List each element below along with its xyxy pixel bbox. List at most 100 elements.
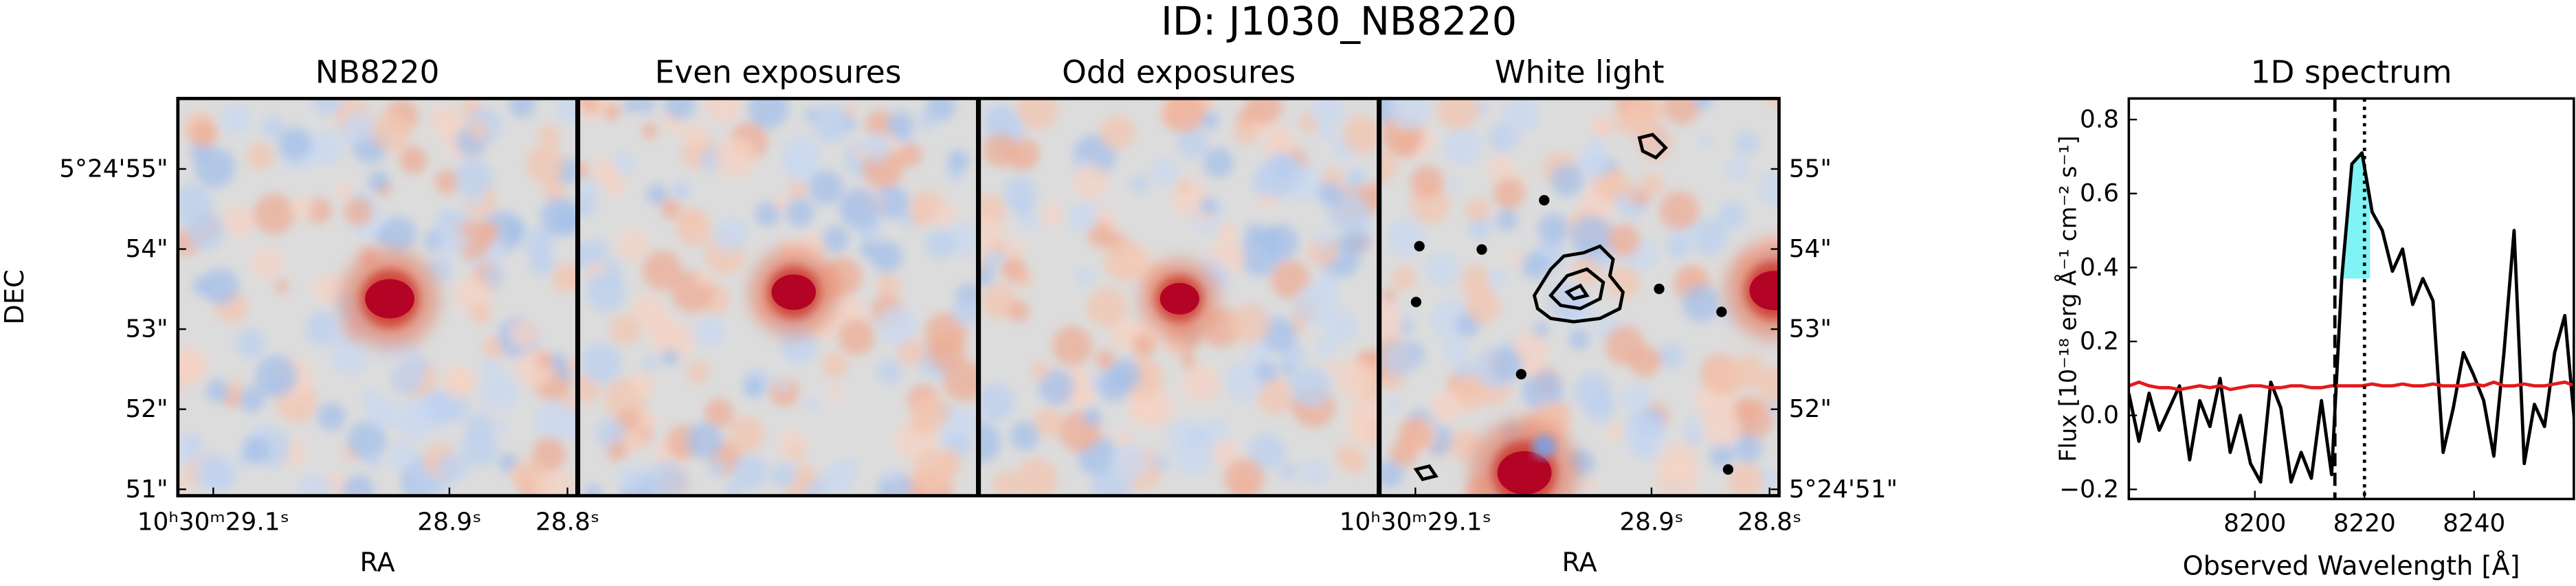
noise-blob <box>712 218 747 253</box>
noise-blob <box>1389 98 1430 131</box>
series-line <box>2129 380 2574 392</box>
noise-blob <box>238 386 265 412</box>
series-line <box>2129 151 2574 484</box>
noise-blob <box>504 218 526 240</box>
noise-blob <box>1446 178 1460 192</box>
contour-dot <box>1515 369 1526 380</box>
noise-blob <box>979 383 1014 421</box>
noise-blob <box>630 372 656 398</box>
noise-blob <box>269 376 284 391</box>
noise-blob <box>645 314 676 345</box>
noise-blob <box>364 451 381 468</box>
noise-blob <box>275 279 289 293</box>
noise-blob <box>822 225 850 253</box>
noise-blob <box>1658 343 1685 370</box>
noise-blob <box>586 271 626 312</box>
noise-blob <box>925 229 955 260</box>
noise-blob <box>863 131 893 162</box>
noise-blob <box>1381 289 1397 303</box>
noise-blob <box>1326 311 1358 342</box>
noise-blob <box>1496 209 1518 232</box>
noise-blob <box>509 459 540 489</box>
source-core <box>1749 271 1779 311</box>
contour-dot <box>1722 464 1733 475</box>
contour-dot <box>1476 244 1487 255</box>
noise-blob <box>1271 260 1310 300</box>
noise-blob <box>671 181 691 200</box>
noise-blob <box>586 238 608 260</box>
noise-blob <box>460 430 498 467</box>
noise-blob <box>481 356 498 373</box>
noise-blob <box>1177 127 1208 159</box>
noise-blob <box>414 399 430 415</box>
noise-blob <box>1183 365 1221 403</box>
noise-blob <box>1289 367 1331 408</box>
noise-blob <box>1311 98 1344 128</box>
noise-blob <box>195 453 235 493</box>
noise-blob <box>1039 369 1075 405</box>
noise-blob <box>1758 169 1779 206</box>
y-tick-label: 52" <box>125 395 168 423</box>
noise-blob <box>1487 155 1515 183</box>
noise-blob <box>776 379 790 393</box>
noise-blob <box>1073 164 1109 199</box>
noise-blob <box>1008 300 1030 322</box>
noise-blob <box>1606 264 1641 299</box>
y-tick-label: 0.4 <box>2080 253 2119 282</box>
noise-blob <box>1295 282 1338 325</box>
noise-blob <box>1493 178 1525 210</box>
noise-blob <box>1399 309 1413 324</box>
panel-title: NB8220 <box>315 54 440 91</box>
noise-blob <box>1727 462 1764 496</box>
noise-blob <box>566 104 577 120</box>
noise-blob <box>335 183 353 200</box>
noise-blob <box>943 360 978 402</box>
noise-blob <box>1509 251 1523 265</box>
noise-blob <box>1381 341 1417 377</box>
noise-blob <box>1734 434 1762 462</box>
noise-blob <box>242 436 269 464</box>
noise-blob <box>1004 238 1025 259</box>
noise-blob <box>1489 122 1518 152</box>
noise-blob <box>1200 111 1219 130</box>
noise-blob <box>465 412 494 442</box>
noise-blob <box>617 465 644 493</box>
y-tick-label: 55" <box>1789 155 1832 183</box>
noise-blob <box>1591 116 1610 135</box>
noise-blob <box>979 421 1001 463</box>
noise-blob <box>859 240 877 258</box>
noise-blob <box>578 162 589 179</box>
panel-frame <box>1378 96 1781 497</box>
noise-blob <box>1067 202 1098 233</box>
noise-blob <box>318 403 346 431</box>
noise-blob <box>1203 148 1234 178</box>
contour-dot <box>1654 283 1665 295</box>
noise-blob <box>1342 115 1379 155</box>
contour-dot <box>1716 306 1727 317</box>
noise-blob <box>642 123 658 139</box>
source-core <box>1159 282 1199 315</box>
noise-blob <box>584 484 602 496</box>
noise-blob <box>953 295 978 326</box>
noise-blob <box>1622 384 1652 414</box>
noise-blob <box>568 357 577 371</box>
contour <box>1413 464 1439 482</box>
contours <box>1410 133 1733 482</box>
contour <box>1532 244 1625 324</box>
noise-blob <box>1410 165 1444 199</box>
noise-blob <box>660 198 681 219</box>
noise-blob <box>623 98 640 113</box>
noise-blob <box>558 368 572 382</box>
image-panel <box>1379 98 1779 496</box>
noise-blob <box>1607 223 1641 257</box>
noise-blob <box>368 170 390 192</box>
noise-blob <box>1537 213 1569 245</box>
contour <box>1564 283 1590 301</box>
noise-blob <box>979 214 1005 256</box>
noise-blob <box>524 228 553 257</box>
noise-blob <box>1379 150 1397 183</box>
noise-blob <box>1705 356 1745 396</box>
contour <box>1548 267 1606 311</box>
noise-blob <box>1109 443 1148 482</box>
noise-blob <box>177 434 203 464</box>
